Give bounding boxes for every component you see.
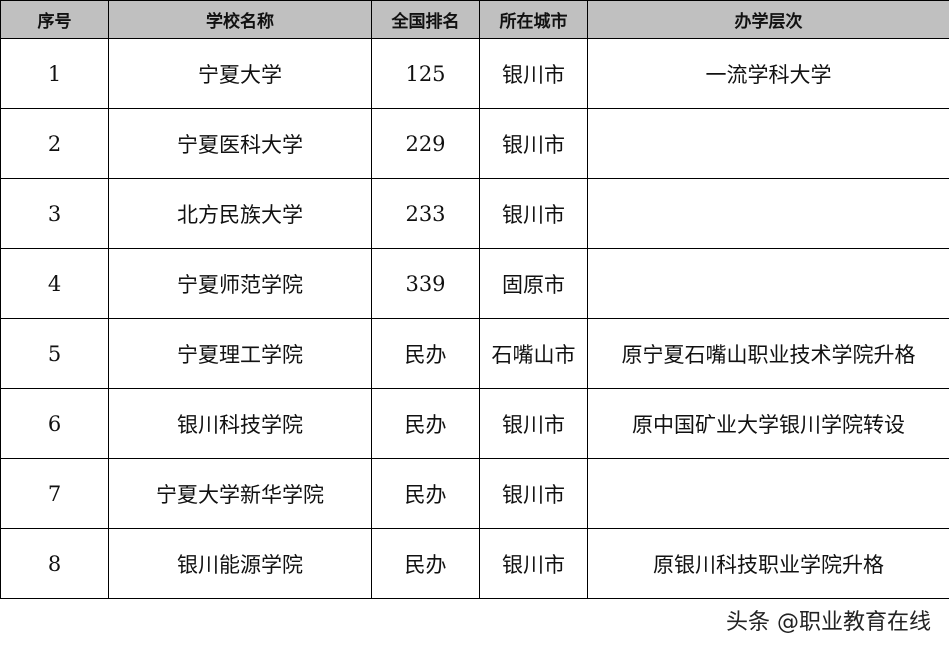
cell-national-rank: 339 — [371, 248, 480, 319]
cell-level — [587, 458, 949, 529]
cell-city: 银川市 — [479, 388, 588, 459]
cell-index: 2 — [0, 108, 109, 179]
cell-level — [587, 108, 949, 179]
cell-school-name: 银川能源学院 — [108, 528, 372, 599]
cell-school-name: 宁夏师范学院 — [108, 248, 372, 319]
table-row: 4 宁夏师范学院 339 固原市 — [0, 248, 949, 319]
cell-school-name: 宁夏大学新华学院 — [108, 458, 372, 529]
header-level: 办学层次 — [587, 0, 949, 39]
cell-national-rank: 民办 — [371, 458, 480, 529]
cell-city: 银川市 — [479, 38, 588, 109]
cell-city: 银川市 — [479, 108, 588, 179]
cell-city: 银川市 — [479, 178, 588, 249]
cell-city: 银川市 — [479, 458, 588, 529]
cell-national-rank: 229 — [371, 108, 480, 179]
cell-national-rank: 民办 — [371, 388, 480, 459]
cell-level — [587, 178, 949, 249]
header-national-rank: 全国排名 — [371, 0, 480, 39]
table-row: 8 银川能源学院 民办 银川市 原银川科技职业学院升格 — [0, 528, 949, 599]
cell-level: 原宁夏石嘴山职业技术学院升格 — [587, 318, 949, 389]
cell-national-rank: 233 — [371, 178, 480, 249]
table-row: 7 宁夏大学新华学院 民办 银川市 — [0, 458, 949, 529]
cell-index: 8 — [0, 528, 109, 599]
cell-national-rank: 民办 — [371, 528, 480, 599]
cell-level: 一流学科大学 — [587, 38, 949, 109]
table-row: 5 宁夏理工学院 民办 石嘴山市 原宁夏石嘴山职业技术学院升格 — [0, 318, 949, 389]
cell-school-name: 宁夏理工学院 — [108, 318, 372, 389]
cell-national-rank: 125 — [371, 38, 480, 109]
cell-national-rank: 民办 — [371, 318, 480, 389]
cell-index: 5 — [0, 318, 109, 389]
watermark: 头条 @职业教育在线 — [726, 610, 931, 635]
cell-level — [587, 248, 949, 319]
cell-city: 银川市 — [479, 528, 588, 599]
cell-index: 6 — [0, 388, 109, 459]
universities-table: 序号 学校名称 全国排名 所在城市 办学层次 1 宁夏大学 125 银川市 一流学科大学… — [0, 0, 949, 599]
cell-school-name: 北方民族大学 — [108, 178, 372, 249]
cell-city: 石嘴山市 — [479, 318, 588, 389]
table-row: 2 宁夏医科大学 229 银川市 — [0, 108, 949, 179]
header-school-name: 学校名称 — [108, 0, 372, 39]
cell-index: 4 — [0, 248, 109, 319]
cell-index: 3 — [0, 178, 109, 249]
table-row: 3 北方民族大学 233 银川市 — [0, 178, 949, 249]
table-row: 6 银川科技学院 民办 银川市 原中国矿业大学银川学院转设 — [0, 388, 949, 459]
cell-school-name: 宁夏大学 — [108, 38, 372, 109]
cell-index: 7 — [0, 458, 109, 529]
cell-level: 原银川科技职业学院升格 — [587, 528, 949, 599]
header-row: 序号 学校名称 全国排名 所在城市 办学层次 — [0, 0, 949, 39]
header-index: 序号 — [0, 0, 109, 39]
table-row: 1 宁夏大学 125 银川市 一流学科大学 — [0, 38, 949, 109]
cell-index: 1 — [0, 38, 109, 109]
cell-city: 固原市 — [479, 248, 588, 319]
header-city: 所在城市 — [479, 0, 588, 39]
cell-school-name: 银川科技学院 — [108, 388, 372, 459]
cell-school-name: 宁夏医科大学 — [108, 108, 372, 179]
cell-level: 原中国矿业大学银川学院转设 — [587, 388, 949, 459]
